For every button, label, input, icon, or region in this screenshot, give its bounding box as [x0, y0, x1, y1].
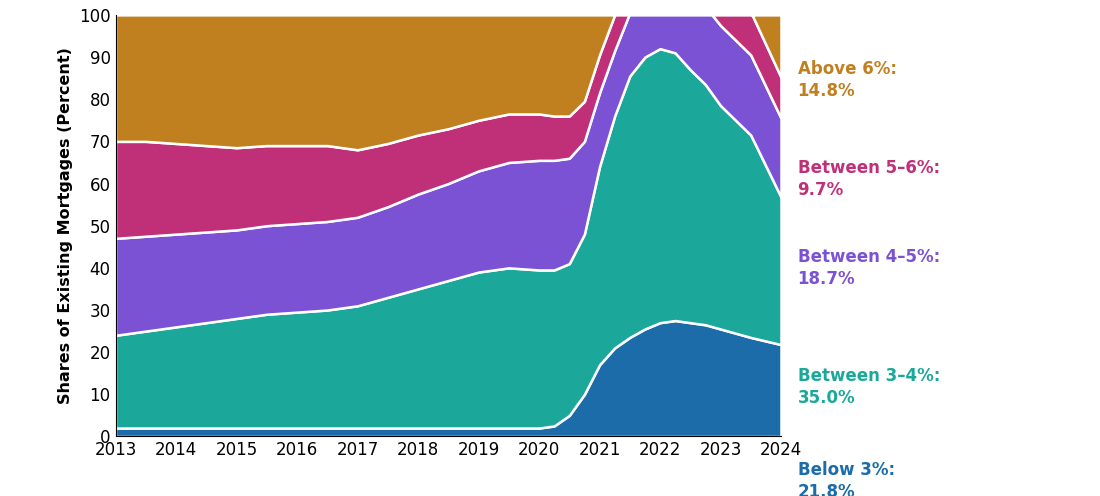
Text: Between 3–4%:
35.0%: Between 3–4%: 35.0% — [798, 367, 939, 407]
Text: Between 5–6%:
9.7%: Between 5–6%: 9.7% — [798, 159, 939, 199]
Text: Between 4–5%:
18.7%: Between 4–5%: 18.7% — [798, 248, 939, 288]
Y-axis label: Shares of Existing Mortgages (Percent): Shares of Existing Mortgages (Percent) — [58, 47, 74, 404]
Text: Above 6%:
14.8%: Above 6%: 14.8% — [798, 60, 896, 100]
Text: Below 3%:
21.8%: Below 3%: 21.8% — [798, 461, 894, 496]
